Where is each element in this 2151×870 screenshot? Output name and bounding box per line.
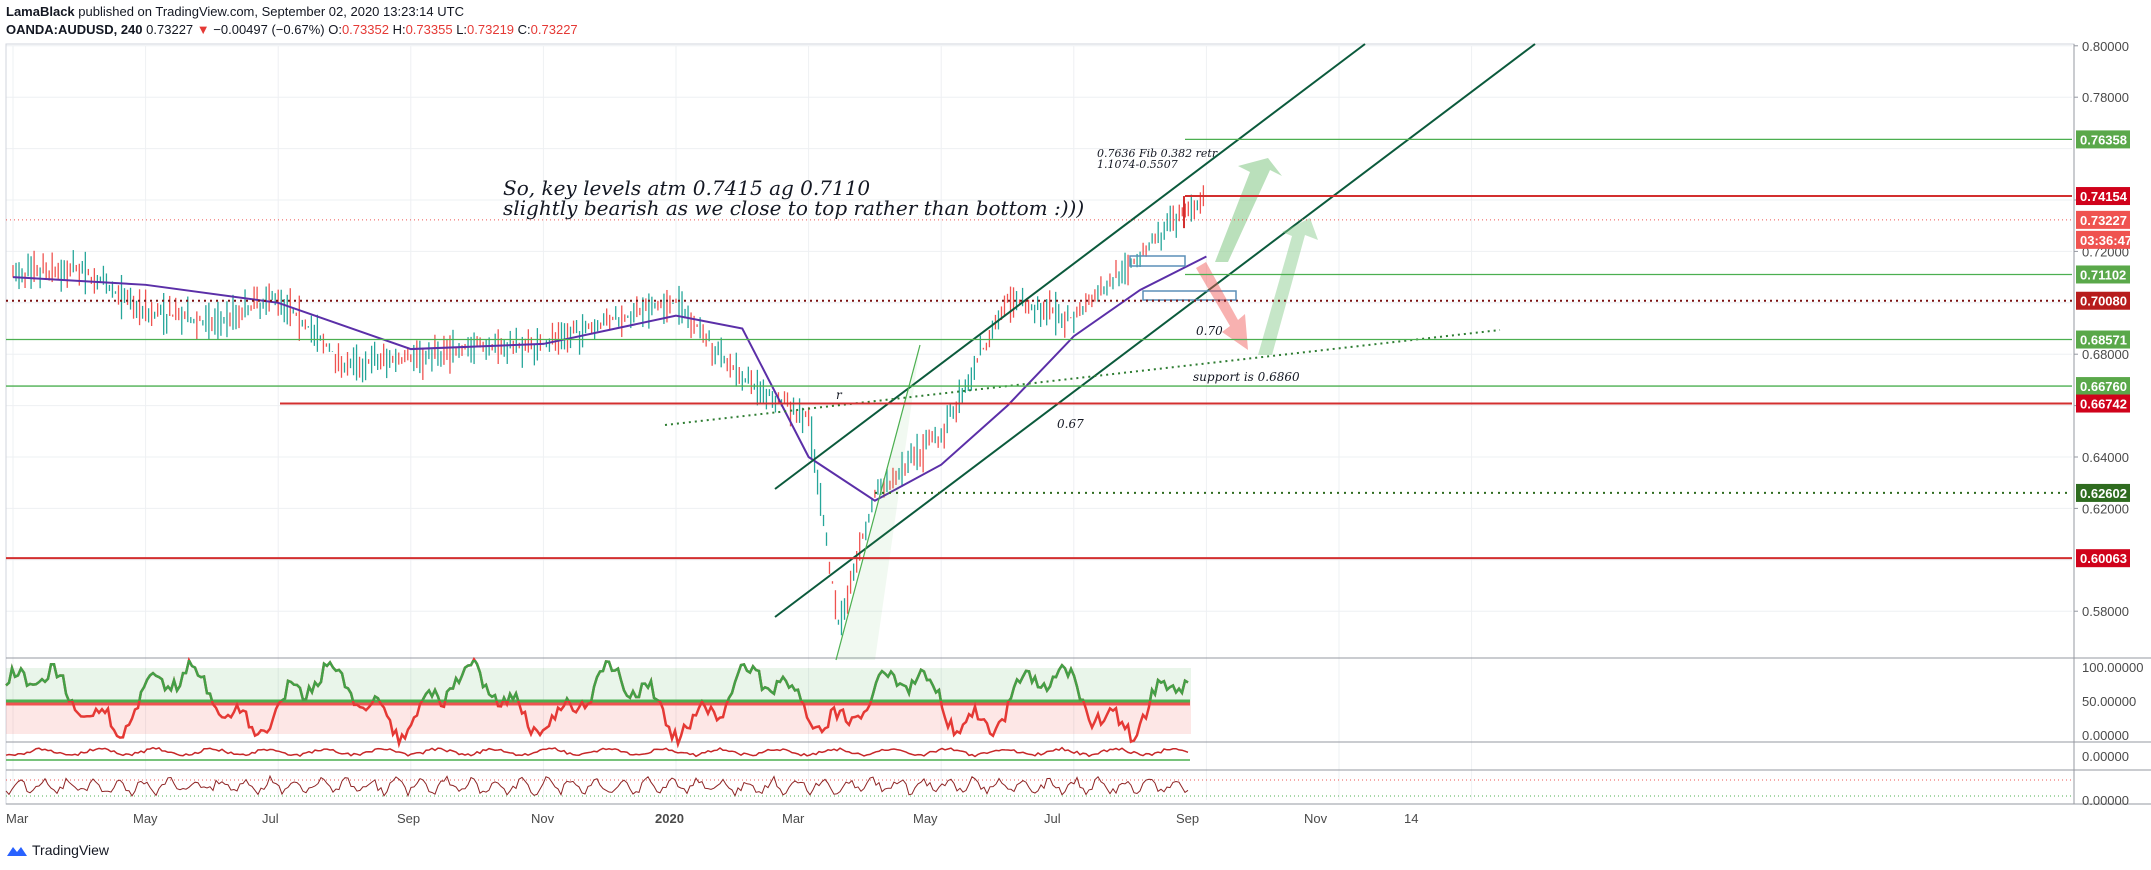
- low-label: L:: [456, 22, 468, 37]
- x-tick-label: Nov: [1304, 811, 1328, 826]
- price-tags: 0.76358 0.74154 0.73227 03:36:47 0.71102 0.70…: [2076, 130, 2132, 568]
- x-tick-label: 14: [1404, 811, 1418, 826]
- down-arrow[interactable]: [1196, 262, 1248, 350]
- price-tag-text: 0.68571: [2080, 333, 2127, 348]
- moving-average: [12, 255, 1207, 502]
- up-arrow-1[interactable]: [1215, 158, 1282, 262]
- price-series: [12, 185, 1205, 636]
- price-tag-box: [2076, 210, 2130, 229]
- y-tick-label: 0.80000: [2082, 39, 2129, 54]
- price-tag-text: 0.66760: [2080, 379, 2127, 394]
- tradingview-logo-icon: [7, 847, 27, 857]
- x-tick-label: May: [913, 811, 938, 826]
- pane-borders: [5, 43, 2151, 805]
- price-tag-box: [2076, 483, 2130, 502]
- x-tick-label: Sep: [1176, 811, 1199, 826]
- osc1-tick-label: 0.00000: [2082, 728, 2129, 743]
- osc2-line: [5, 746, 1189, 758]
- price-tag-text: 0.66742: [2080, 397, 2127, 412]
- fast-trendline[interactable]: [835, 344, 921, 661]
- x-tick-label: Mar: [782, 811, 805, 826]
- low-value: 0.73219: [467, 22, 515, 37]
- price-change: −0.00497 (−0.67%): [213, 22, 325, 37]
- y-tick-label: 0.68000: [2082, 347, 2129, 362]
- price-tag-box: [2076, 230, 2130, 249]
- price-tag-box: [2076, 265, 2130, 284]
- price-tag-box: [2076, 130, 2130, 149]
- main-note-line2: slightly bearish as we close to top rath…: [503, 196, 1084, 220]
- support-note: support is 0.6860: [1193, 370, 1300, 384]
- y-tick-label: 0.78000: [2082, 90, 2129, 105]
- symbol-name[interactable]: OANDA:AUDUSD, 240: [6, 22, 143, 37]
- last-price: 0.73227: [146, 22, 194, 37]
- fib-note-line1: 0.7636 Fib 0.382 retr: [1097, 147, 1218, 160]
- level-067-label: 0.67: [1057, 417, 1084, 431]
- osc1-line-top: [5, 660, 1189, 701]
- author-name[interactable]: LamaBlack: [6, 4, 75, 19]
- published-text: published on TradingView.com, September …: [78, 4, 464, 19]
- price-tag-text: 03:36:47: [2080, 233, 2132, 248]
- y-tick-label: 0.62000: [2082, 501, 2129, 516]
- osc3-line: [5, 774, 1189, 798]
- open-label: O:: [328, 22, 342, 37]
- footer: TradingView: [6, 842, 109, 858]
- price-tag-text: 0.76358: [2080, 132, 2127, 147]
- x-tick-label: Sep: [397, 811, 420, 826]
- x-tick-label: Jul: [262, 811, 279, 826]
- price-tag-text: 0.60063: [2080, 551, 2127, 566]
- main-note-line1: So, key levels atm 0.7415 ag 0.7110: [503, 176, 870, 200]
- level-lines[interactable]: [6, 138, 2072, 560]
- price-tag-box: [2076, 394, 2130, 413]
- osc2-tick-label: 0.00000: [2082, 749, 2129, 764]
- close-value: 0.73227: [530, 22, 578, 37]
- dotted-trendline[interactable]: [664, 329, 1501, 426]
- price-tag-box: [2076, 549, 2130, 568]
- level-070-label: 0.70: [1196, 324, 1223, 338]
- price-tag-text: 0.70080: [2080, 294, 2127, 309]
- x-tick-label: 2020: [655, 811, 684, 826]
- x-tick-label: Mar: [6, 811, 29, 826]
- up-arrow-2[interactable]: [1258, 218, 1318, 355]
- x-tick-label: May: [133, 811, 158, 826]
- oscillators: [5, 656, 2072, 798]
- x-tick-label: Jul: [1044, 811, 1061, 826]
- publish-info: LamaBlack published on TradingView.com, …: [6, 4, 464, 19]
- osc1-lower-band: [6, 701, 1191, 734]
- price-tag-box: [2076, 291, 2130, 310]
- high-value: 0.73355: [405, 22, 453, 37]
- y-tick-label: 0.58000: [2082, 604, 2129, 619]
- price-tag-text: 0.73227: [2080, 213, 2127, 228]
- trend-fill: [836, 345, 920, 660]
- price-tag-box: [2076, 377, 2130, 396]
- drawings[interactable]: [664, 43, 1536, 661]
- annotations: So, key levels atm 0.7415 ag 0.7110 slig…: [503, 147, 1300, 431]
- range-box-upper[interactable]: [1129, 255, 1186, 267]
- price-tag-text: 0.74154: [2080, 189, 2128, 204]
- ma-line: [12, 255, 1207, 502]
- close-label: C:: [517, 22, 531, 37]
- price-tag-box: [2076, 330, 2130, 349]
- osc3-tick-label: 0.00000: [2082, 793, 2129, 808]
- r-label: r: [836, 388, 843, 402]
- x-tick-label: Nov: [531, 811, 555, 826]
- symbol-legend: OANDA:AUDUSD, 240 0.73227 ▼ −0.00497 (−0…: [6, 22, 578, 37]
- channel-upper-line[interactable]: [774, 43, 1366, 490]
- down-arrow-icon: ▼: [196, 22, 210, 37]
- price-tag-text: 0.62602: [2080, 486, 2127, 501]
- price-tag-text: 0.71102: [2080, 267, 2126, 282]
- osc1-tick-label: 50.00000: [2082, 694, 2136, 709]
- open-value: 0.73352: [341, 22, 389, 37]
- fib-note-line2: 1.1074-0.5507: [1097, 158, 1178, 171]
- y-tick-label: 0.64000: [2082, 450, 2129, 465]
- footer-brand[interactable]: TradingView: [32, 842, 110, 858]
- osc1-tick-label: 100.00000: [2082, 660, 2143, 675]
- price-tag-box: [2076, 187, 2130, 206]
- high-label: H:: [392, 22, 406, 37]
